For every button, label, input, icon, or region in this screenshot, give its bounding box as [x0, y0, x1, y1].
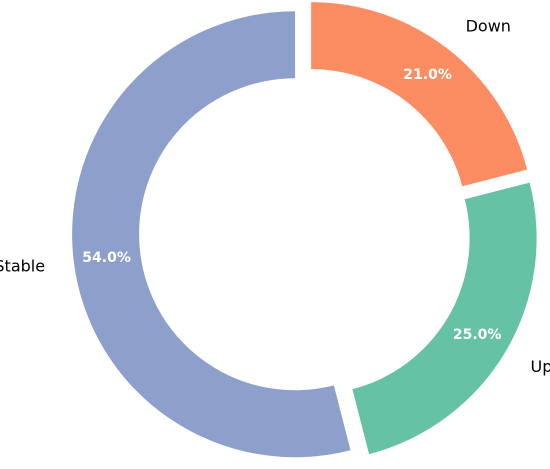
pct-label-stable: 54.0%	[82, 250, 131, 266]
donut-labels: 21.0% Down 25.0% Up 54.0% Stable	[0, 16, 550, 375]
slice-stable	[72, 11, 351, 458]
category-label-down: Down	[466, 16, 511, 35]
pct-label-up: 25.0%	[453, 327, 502, 343]
slice-down	[311, 2, 528, 187]
category-label-stable: Stable	[0, 256, 45, 275]
category-label-up: Up	[531, 357, 550, 376]
donut-slices	[72, 2, 537, 458]
pct-label-down: 21.0%	[403, 67, 452, 83]
slice-up	[352, 182, 537, 455]
